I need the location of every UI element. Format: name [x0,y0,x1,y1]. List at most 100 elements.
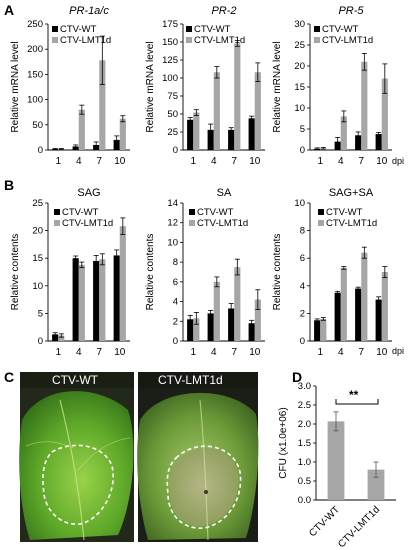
y-tick-label: 2 [173,316,178,327]
x-tick-label: 10 [114,347,126,358]
legend-swatch [314,26,320,32]
photo-label-wt: CTV-WT [52,373,99,387]
x-tick-label: 4 [76,156,82,167]
legend-label: CTV-LMT1d [62,218,113,229]
bar-wt [93,260,100,341]
y-tick-label: 4 [300,281,305,292]
bar-lmt1d [119,226,126,341]
x-tick-label: 4 [76,347,82,358]
bar-wt [52,334,59,341]
y-tick-label: 75 [167,91,178,102]
chart-title: SAG+SA [329,187,374,199]
legend-label: CTV-WT [194,24,231,35]
chart-title: PR-5 [338,5,364,17]
bar-lmt1d [99,60,106,151]
y-tick-label: 0 [38,145,43,156]
bar-wt [355,288,362,341]
y-tick-label: 150 [162,37,178,48]
chart-pr5: 0 5 10 15 20 25 30 1 4 7 10 PR-5 Relative mRNA level… [272,5,392,167]
significance-stars: ** [349,388,359,402]
panel-label-c: C [4,369,14,385]
bar-wt [355,135,362,150]
bar-wt [207,129,214,150]
legend-label: CTV-LMT1d [194,35,245,46]
y-tick-label: 8 [173,257,178,268]
y-tick-label: 250 [27,19,43,30]
bar-wt [375,299,382,341]
y-tick-label: 25 [32,198,43,209]
chart-title: PR-2 [211,5,236,17]
y-tick-label: 14 [167,198,178,209]
legend-label: CTV-LMT1d [326,218,377,229]
bar-wt [72,258,79,341]
y-tick-label: 3.0 [298,381,311,392]
x-tick-label: 7 [96,156,102,167]
y-tick-label: 10 [167,237,178,248]
y-tick-label: 0 [173,145,178,156]
bar-lmt1d [381,272,388,341]
y-tick-label: 175 [162,19,178,30]
y-tick-label: 2.5 [298,400,311,411]
y-tick-label: 10 [294,198,305,209]
y-axis-label: Relative contents [272,234,283,311]
y-tick-label: 5 [300,124,305,135]
bar-lmt1d [213,281,220,341]
chart-pr1ac: 0 50 100 150 200 250 1 4 7 10 PR-1a/c Relative mRNA… [10,5,130,167]
bar-cfu [367,469,385,500]
legend-swatch [189,220,195,226]
y-tick-label: 200 [27,44,43,55]
bar-wt [248,118,255,150]
bar-lmt1d [340,267,347,341]
leaf-photo-wt: CTV-WT [19,372,134,542]
legend-swatch [54,209,60,215]
x-tick-label: 4 [211,156,217,167]
y-tick-label: 20 [294,61,305,72]
y-tick-label: 0 [300,145,305,156]
significance-bracket: ** [335,388,379,405]
legend-label: CTV-LMT1d [60,35,111,46]
bar-wt [228,129,235,150]
y-axis-label: Relative contents [10,234,21,311]
y-tick-label: 0.5 [298,476,311,487]
y-axis-label: CFU (x1.0e+06) [278,407,289,478]
bar-wt [248,323,255,341]
y-tick-label: 10 [294,103,305,114]
x-tick-label: 1 [317,347,323,358]
bar-lmt1d [78,109,85,150]
bar-lmt1d [193,318,200,341]
y-axis-label: Relative mRNA level [145,41,156,132]
bar-wt [187,319,194,341]
bar-wt [113,255,120,341]
x-tick-label: CTV-LMT1d [336,504,382,550]
dpi-label-b: dpi [392,346,404,356]
x-tick-label: 1 [55,347,61,358]
x-tick-label: 7 [358,347,364,358]
y-tick-label: 1.0 [298,457,311,468]
bar-wt [207,313,214,341]
bar-lmt1d [361,252,368,341]
bar-wt [187,119,194,150]
x-tick-label: 10 [249,347,261,358]
leaf-photo-lmt1d: CTV-LMT1d [137,372,259,542]
bar-lmt1d [78,264,85,341]
panel-label-d: D [292,369,302,385]
legend-label: CTV-WT [197,207,234,218]
chart-pr2: 0 25 50 75 100 125 150 175 1 4 7 10 PR-2 Relative mRN… [145,5,265,167]
y-tick-label: 25 [167,127,178,138]
x-tick-label: 4 [338,156,344,167]
legend-label: CTV-LMT1d [197,218,248,229]
y-tick-label: 15 [294,82,305,93]
y-tick-label: 5 [38,308,43,319]
legend-swatch [314,37,320,43]
x-tick-label: 4 [338,347,344,358]
y-tick-label: 100 [162,73,178,84]
legend-swatch [52,26,58,32]
photo-label-lmt1d: CTV-LMT1d [158,373,223,387]
y-tick-label: 10 [32,281,43,292]
y-tick-label: 25 [294,40,305,51]
x-tick-label: 10 [114,156,126,167]
y-tick-label: 8 [300,226,305,237]
y-tick-label: 50 [167,109,178,120]
bar-lmt1d [193,112,200,150]
